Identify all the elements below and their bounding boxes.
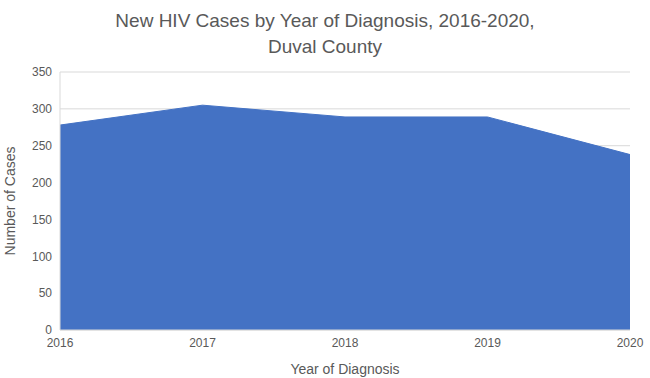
svg-text:0: 0 bbox=[45, 323, 52, 337]
svg-text:300: 300 bbox=[32, 102, 52, 116]
svg-text:Year of Diagnosis: Year of Diagnosis bbox=[290, 361, 399, 377]
svg-text:50: 50 bbox=[39, 286, 53, 300]
html-text:New HIV Cases by Year of Diagn: New HIV Cases by Year of Diagnosis, 2016… bbox=[115, 10, 535, 57]
svg-text:250: 250 bbox=[32, 139, 52, 153]
svg-text:350: 350 bbox=[32, 65, 52, 79]
svg-text:200: 200 bbox=[32, 176, 52, 190]
svg-text:2019: 2019 bbox=[474, 336, 501, 350]
svg-text:2016: 2016 bbox=[47, 336, 74, 350]
svg-text:100: 100 bbox=[32, 250, 52, 264]
svg-text:Number of Cases: Number of Cases bbox=[8, 147, 18, 256]
svg-text:2018: 2018 bbox=[332, 336, 359, 350]
svg-text:2020: 2020 bbox=[617, 336, 642, 350]
svg-text:2017: 2017 bbox=[189, 336, 216, 350]
svg-text:150: 150 bbox=[32, 213, 52, 227]
